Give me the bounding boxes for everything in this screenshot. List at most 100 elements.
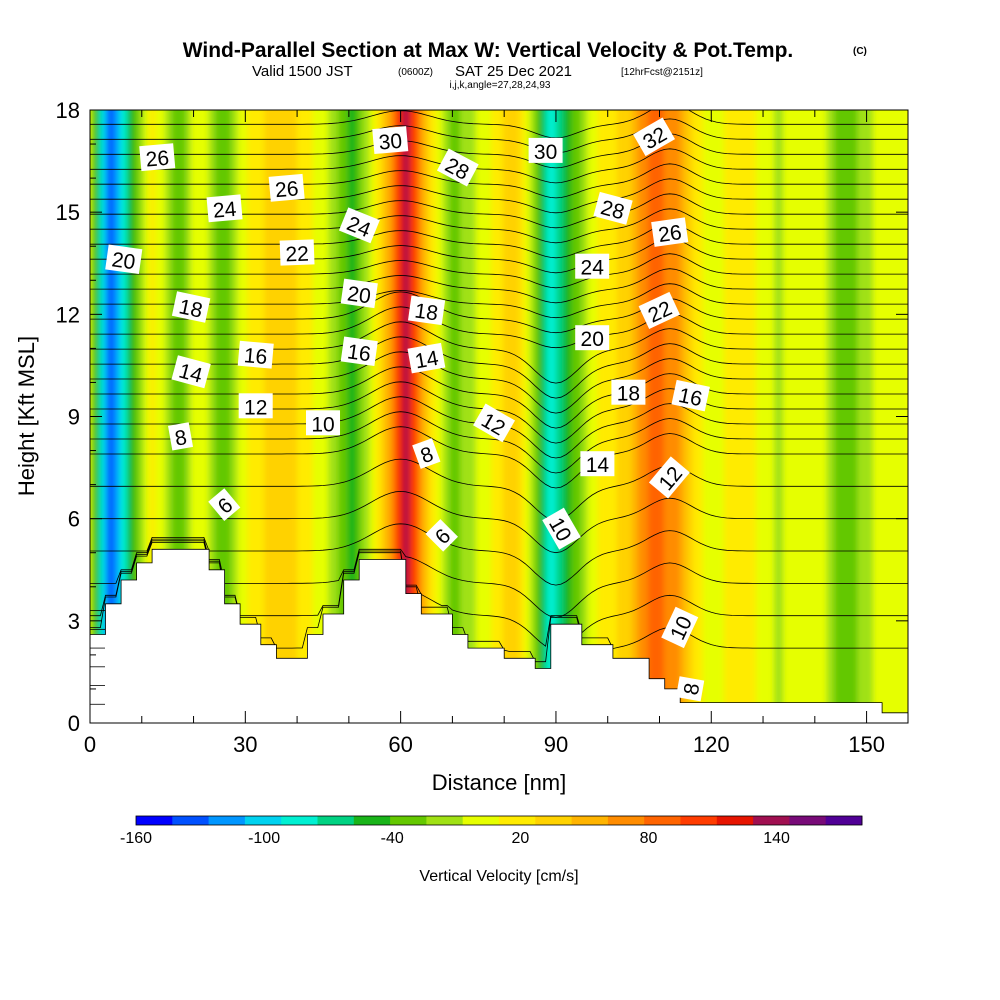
velocity-cell	[185, 110, 189, 723]
theta-contour-30	[90, 163, 908, 199]
velocity-cell	[158, 110, 163, 723]
velocity-cell	[401, 110, 405, 723]
velocity-cell	[178, 110, 182, 723]
colorbar-swatch	[499, 816, 536, 825]
velocity-cell	[224, 110, 229, 723]
potential-temperature-contours	[90, 110, 908, 663]
contour-label-box	[436, 148, 479, 187]
velocity-cell	[152, 110, 156, 723]
velocity-cell	[524, 110, 529, 723]
velocity-cell	[892, 110, 897, 723]
contour-label: 8	[168, 422, 194, 451]
contour-label: 10	[306, 410, 340, 436]
colorbar-swatch	[644, 816, 681, 825]
velocity-cell	[845, 110, 851, 723]
contour-label-box	[412, 438, 441, 469]
velocity-cell	[555, 110, 560, 723]
x-tick-label: 150	[848, 732, 885, 757]
velocity-cell	[390, 110, 393, 723]
y-tick-label: 18	[56, 98, 80, 123]
velocity-cell	[131, 110, 135, 723]
contour-label-text: 18	[177, 295, 205, 322]
x-tick-label: 120	[693, 732, 730, 757]
velocity-cell	[532, 110, 536, 723]
contour-label-box	[425, 519, 459, 552]
velocity-cell	[282, 110, 288, 723]
velocity-cell	[537, 110, 540, 723]
velocity-cell	[801, 110, 807, 723]
contour-label-box	[675, 676, 705, 702]
y-axis-label: Height [Kft MSL]	[14, 336, 39, 496]
velocity-cell	[683, 110, 688, 723]
velocity-cell	[161, 110, 166, 723]
velocity-cell	[410, 110, 415, 723]
contour-label-box	[237, 340, 274, 369]
contour-label-text: 20	[581, 328, 604, 351]
velocity-cell	[822, 110, 828, 723]
contour-label-text: 14	[586, 454, 610, 477]
velocity-cell	[388, 110, 391, 723]
velocity-cell	[149, 110, 153, 723]
velocity-cell	[689, 110, 694, 723]
velocity-cell	[796, 110, 802, 723]
velocity-cell	[136, 110, 140, 723]
velocity-cell	[155, 110, 160, 723]
theta-contour-9	[90, 523, 908, 586]
velocity-cell	[568, 110, 573, 723]
velocity-cell	[168, 110, 173, 723]
velocity-cell	[664, 110, 668, 723]
velocity-cell	[612, 110, 618, 723]
contour-label-text: 20	[110, 248, 136, 274]
velocity-cell	[231, 110, 235, 723]
chart-title-tag: (C)	[853, 46, 867, 57]
colorbar-swatch	[353, 816, 391, 825]
velocity-cell	[423, 110, 428, 723]
velocity-cell	[581, 110, 586, 723]
contour-label-box	[671, 379, 710, 412]
colorbar-label: Vertical Velocity [cm/s]	[419, 868, 578, 885]
contour-label-text: 16	[346, 340, 372, 366]
colorbar-swatch	[281, 816, 318, 825]
velocity-cell	[174, 110, 179, 723]
contour-label-text: 24	[581, 257, 605, 280]
y-tick-label: 3	[68, 609, 80, 634]
theta-contour-16	[90, 366, 908, 429]
velocity-cell	[605, 110, 610, 723]
contour-label-box	[638, 291, 680, 329]
subtitle-date: SAT 25 Dec 2021	[455, 63, 572, 80]
contour-label-box	[372, 126, 409, 155]
velocity-cell	[710, 110, 716, 723]
theta-contour-15	[90, 381, 908, 444]
theta-contour-11	[90, 458, 908, 521]
velocity-cell	[134, 110, 138, 723]
contour-label-box	[542, 507, 581, 550]
contour-label-text: 10	[311, 413, 334, 436]
velocity-cell	[139, 110, 143, 723]
contour-label: 6	[208, 488, 241, 521]
subtitle-valid-time: Valid 1500 JST	[252, 63, 353, 80]
contour-label: 20	[575, 325, 610, 351]
contour-label-text: 18	[413, 299, 439, 325]
x-tick-label: 30	[233, 732, 257, 757]
velocity-cell	[396, 110, 399, 723]
theta-contour-8	[90, 538, 908, 618]
contour-label-text: 30	[534, 141, 557, 164]
velocity-cell	[620, 110, 626, 723]
velocity-cell	[587, 110, 592, 723]
contour-label-text: 26	[145, 147, 170, 172]
contour-label-box	[338, 207, 380, 244]
velocity-cell	[392, 110, 395, 723]
velocity-cell	[110, 110, 114, 723]
contour-label-text: 20	[346, 282, 372, 308]
theta-contour-31	[90, 148, 908, 184]
theta-contour-17	[90, 351, 908, 414]
colorbar-swatch	[172, 816, 209, 825]
contour-label: 20	[105, 244, 143, 274]
contour-label-box	[648, 456, 690, 499]
y-tick-label: 9	[68, 405, 80, 430]
velocity-cell	[638, 110, 642, 723]
contour-label-box	[593, 191, 633, 225]
contour-label: 30	[372, 126, 409, 155]
velocity-cell	[624, 110, 630, 723]
